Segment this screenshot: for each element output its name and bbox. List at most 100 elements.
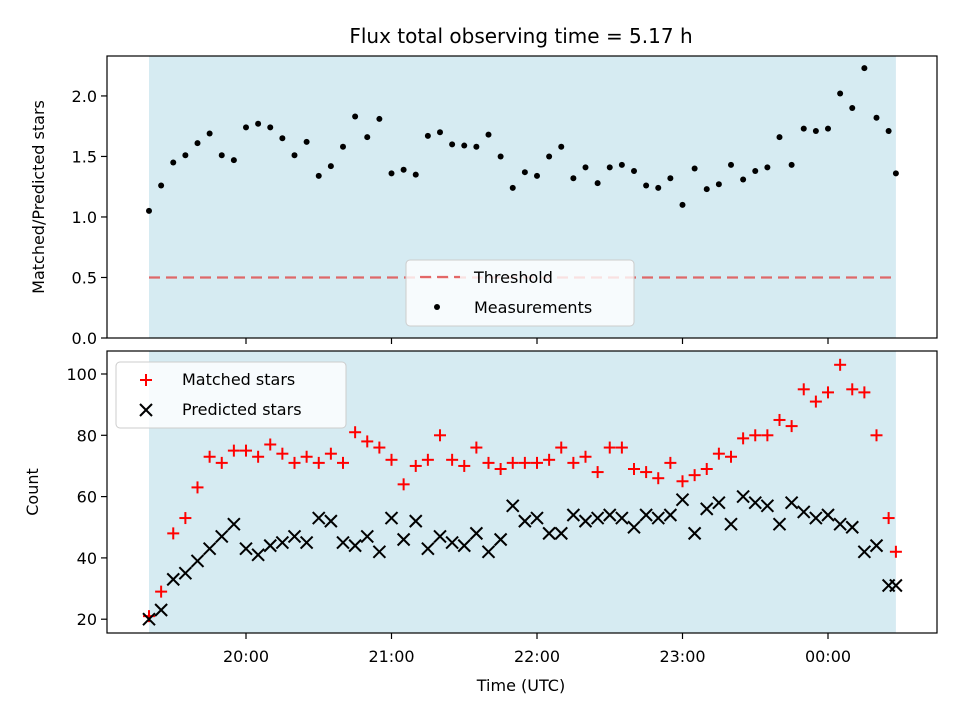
predicted-star-point (348, 538, 362, 553)
measurement-point (534, 172, 540, 179)
measurement-point (449, 141, 456, 148)
top-x-ticks (245, 338, 829, 344)
predicted-star-point (384, 511, 399, 525)
matched-star-point (349, 426, 362, 439)
y-tick-label: 1.5 (72, 147, 97, 166)
matched-star-point (155, 585, 168, 598)
measurement-point (728, 161, 734, 168)
predicted-star-point (724, 517, 738, 531)
top-axes-frame (106, 55, 938, 339)
y-tick-label: 80 (77, 426, 97, 445)
predicted-star-point (312, 511, 326, 525)
matched-star-point (434, 429, 446, 442)
top-y-ticks: 0.0 0.5 1.0 1.5 2.0 (72, 87, 107, 348)
matched-star-point (373, 441, 386, 454)
predicted-star-point (554, 526, 568, 541)
predicted-star-point (324, 514, 338, 528)
bottom-x-ticks: 20:00 21:00 22:00 23:00 00:00 (223, 633, 851, 666)
top-y-axis-label: Matched/Predicted stars (29, 100, 48, 294)
measurement-point (837, 90, 844, 97)
predicted-star-point (275, 535, 290, 550)
y-tick-label: 0.5 (72, 268, 97, 287)
y-tick-label: 1.0 (72, 208, 97, 227)
matched-star-point (203, 450, 216, 463)
matched-star-point (240, 444, 252, 457)
matched-star-point (652, 472, 665, 485)
measurement-point (461, 142, 468, 149)
predicted-star-point (396, 532, 411, 547)
measurement-point (788, 161, 795, 168)
measurement-point (279, 135, 286, 142)
matched-star-point (324, 447, 337, 460)
measurement-point (643, 182, 650, 189)
matched-star-point (494, 463, 507, 476)
matched-star-point (664, 456, 677, 469)
legend-measurements-label: Measurements (474, 298, 592, 317)
predicted-star-point (202, 541, 217, 556)
matched-star-point (337, 456, 349, 469)
x-tick-label: 00:00 (805, 647, 851, 666)
measurement-point (570, 175, 577, 182)
predicted-star-point (687, 526, 702, 541)
top-panel: 0.00.51.01.52.0 Matched/Predicted stars … (29, 55, 938, 348)
predicted-star-point (299, 535, 314, 550)
matched-star-point (506, 456, 519, 469)
matched-star-point (870, 429, 883, 442)
measurement-point (740, 176, 747, 183)
measurement-point (170, 159, 177, 166)
predicted-star-point (784, 496, 799, 510)
predicted-star-point (506, 499, 520, 513)
measurement-point (206, 130, 213, 137)
measurement-point (267, 124, 274, 131)
bottom-panel: 20 40 60 80 100 20:00 21:00 22:00 23:00 00:00 Co… (23, 350, 938, 695)
matched-star-point (470, 441, 483, 454)
measurement-point (194, 140, 201, 147)
matched-star-point (167, 527, 180, 540)
matched-star-point (300, 450, 313, 463)
predicted-star-point (675, 492, 690, 507)
predicted-star-point (700, 502, 714, 516)
measurement-point (606, 164, 613, 171)
matched-star-point (252, 450, 265, 463)
matched-star-point (179, 512, 192, 525)
measurement-point (315, 172, 322, 179)
matched-star-point (785, 420, 798, 433)
matched-star-point (531, 456, 543, 469)
measurement-point (715, 181, 722, 188)
legend-measurements-swatch (434, 304, 440, 310)
matched-star-point (858, 386, 871, 399)
matched-star-point (822, 386, 834, 399)
legend-threshold-label: Threshold (473, 268, 553, 287)
measurement-point (327, 163, 334, 170)
predicted-star-point (239, 541, 253, 556)
matched-star-point (579, 450, 592, 463)
predicted-star-point (566, 508, 581, 522)
predicted-star-point (889, 578, 903, 593)
measurement-point (158, 182, 165, 189)
predicted-star-point (409, 514, 423, 528)
matched-star-point (543, 453, 556, 466)
matched-star-point (518, 456, 531, 469)
measurement-point (703, 186, 710, 193)
matched-star-point (889, 545, 902, 558)
matched-star-point (264, 438, 277, 451)
top-legend: Threshold Measurements (405, 259, 635, 327)
matched-star-point (882, 512, 895, 525)
predicted-star-point (518, 514, 532, 528)
predicted-star-point (663, 508, 678, 522)
measurement-point (885, 128, 892, 135)
x-tick-label: 21:00 (368, 647, 414, 666)
predicted-star-point (748, 496, 762, 510)
measurement-point (812, 128, 819, 135)
predicted-star-point (227, 517, 241, 531)
measurement-point (364, 134, 371, 141)
matched-star-point (676, 475, 689, 488)
matched-star-point (397, 478, 410, 491)
predicted-star-point (845, 520, 859, 534)
matched-star-point (737, 432, 750, 445)
measurement-point (255, 120, 262, 127)
measurement-point (388, 170, 395, 177)
predicted-star-point (821, 508, 835, 522)
measurement-point (146, 207, 152, 214)
matched-star-point (725, 450, 737, 463)
